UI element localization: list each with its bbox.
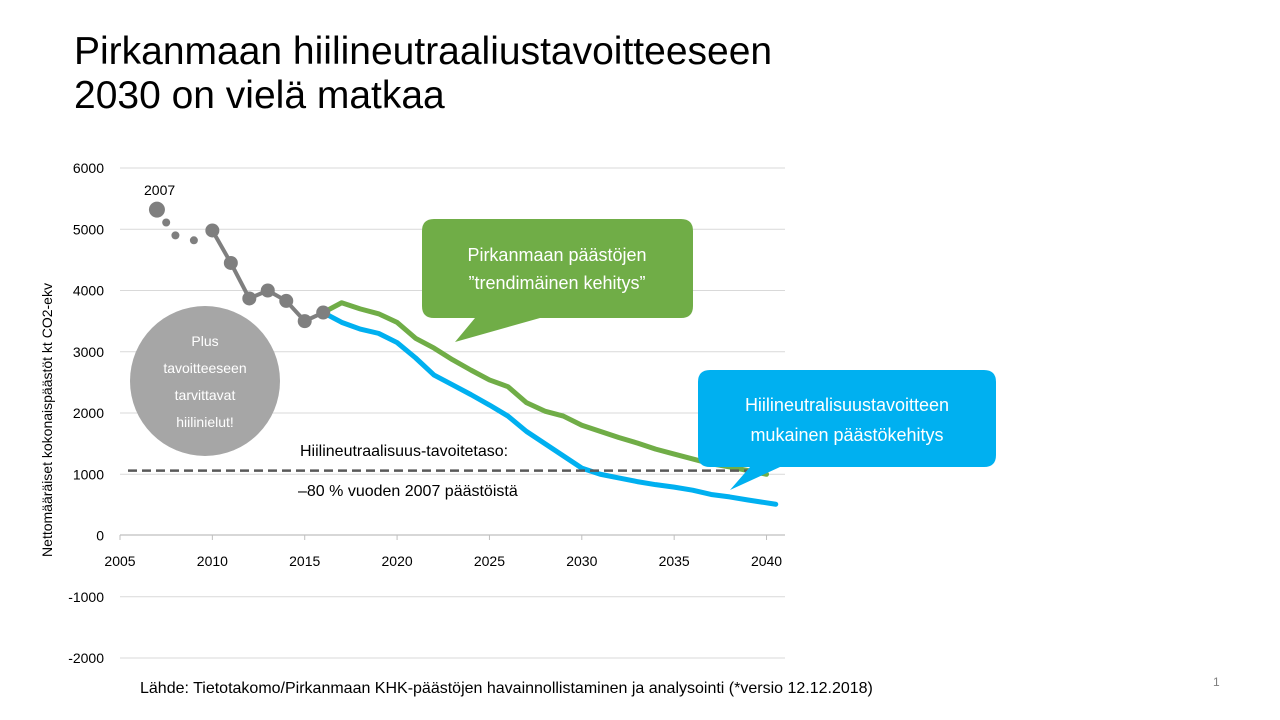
historical-point [260,283,275,298]
x-tick-label: 2015 [289,553,320,569]
slide-title-line-2: 2030 on vielä matkaa [74,74,445,117]
y-tick-label: 2000 [73,405,104,421]
historical-point [242,291,257,306]
green-callout-line-2: ”trendimäinen kehitys” [468,273,645,293]
historical-point [316,305,331,320]
x-tick-label: 2040 [751,553,782,569]
early-point [162,218,171,227]
blue-callout-line-2: mukainen päästökehitys [750,425,943,445]
y-tick-label: -2000 [68,650,104,666]
carbon-sink-line-4: hiilinielut! [176,414,234,430]
blue-callout-bubble [698,370,996,490]
y-tick-label: 4000 [73,283,104,299]
slide-title: Pirkanmaan hiilineutraaliustavoitteeseen… [74,30,772,118]
x-tick-label: 2035 [659,553,690,569]
historical-point [279,293,294,308]
x-tick-label: 2025 [474,553,505,569]
x-tick-label: 2005 [104,553,135,569]
early-point [171,231,180,240]
y-tick-label: 3000 [73,344,104,360]
blue-callout-line-1: Hiilineutralisuustavoitteen [745,395,949,415]
x-tick-label: 2030 [566,553,597,569]
early-point [189,236,198,245]
early-point [148,201,165,218]
historical-point [223,255,238,270]
historical-point [297,314,312,329]
x-tick-label: 2010 [197,553,228,569]
start-year-label: 2007 [144,182,175,198]
x-tick-label: 2020 [382,553,413,569]
y-tick-label: 1000 [73,466,104,482]
series-layer [148,201,779,507]
source-note: Lähde: Tietotakomo/Pirkanmaan KHK-päästö… [140,680,873,697]
green-callout-bubble [422,219,693,342]
target-label-line-1: Hiilineutraalisuus-tavoitetaso: [300,443,508,460]
y-axis-label: Nettomääräiset kokonaispäästöt kt CO2-ek… [39,283,55,557]
y-tick-label: 0 [96,528,104,544]
axis-layer: 6000 5000 4000 3000 2000 1000 0 -1000 -2000 2005 2… [68,160,785,666]
page-number: 1 [1213,675,1220,689]
carbon-sink-line-1: Plus [191,333,218,349]
y-tick-label: 6000 [73,160,104,176]
historical-point [205,223,220,238]
target-path-series-line [320,310,779,507]
target-label-line-2: –80 % vuoden 2007 päästöistä [298,483,518,500]
historical-series-line [210,228,326,324]
carbon-sink-line-2: tavoitteeseen [163,360,246,376]
annotation-layer: Hiilineutraalisuus-tavoitetaso: –80 % vu… [39,182,996,557]
slide-title-line-1: Pirkanmaan hiilineutraaliustavoitteeseen [74,30,773,73]
y-tick-label: -1000 [68,589,104,605]
carbon-sink-circle [130,306,280,456]
carbon-sink-line-3: tarvittavat [175,387,236,403]
green-callout-line-1: Pirkanmaan päästöjen [467,245,646,265]
trend-series-line [320,300,770,477]
y-tick-label: 5000 [73,221,104,237]
